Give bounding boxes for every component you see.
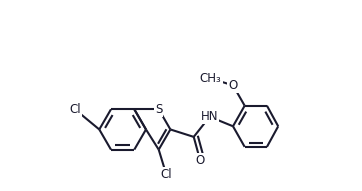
Text: HN: HN	[201, 110, 218, 123]
Text: O: O	[228, 79, 237, 92]
Text: S: S	[155, 103, 163, 116]
Text: Cl: Cl	[160, 168, 172, 180]
Text: CH₃: CH₃	[200, 72, 222, 85]
Text: Cl: Cl	[69, 103, 81, 116]
Text: O: O	[195, 154, 205, 167]
